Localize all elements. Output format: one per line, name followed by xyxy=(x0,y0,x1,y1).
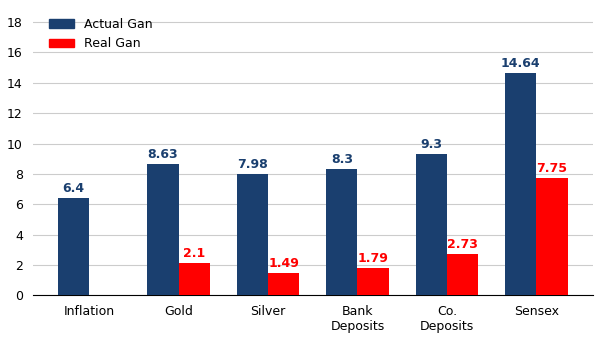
Bar xyxy=(148,164,179,295)
Bar xyxy=(268,273,299,295)
Bar xyxy=(358,268,389,295)
Text: 1.49: 1.49 xyxy=(268,257,299,270)
Text: 14.64: 14.64 xyxy=(501,57,541,70)
Text: 7.98: 7.98 xyxy=(237,158,268,171)
Text: 8.3: 8.3 xyxy=(331,153,353,166)
Bar xyxy=(447,254,478,295)
Bar xyxy=(237,174,268,295)
Text: 8.63: 8.63 xyxy=(148,148,178,161)
Bar xyxy=(326,169,358,295)
Legend: Actual Gan, Real Gan: Actual Gan, Real Gan xyxy=(44,13,158,55)
Text: 9.3: 9.3 xyxy=(420,138,442,151)
Bar xyxy=(416,154,447,295)
Bar xyxy=(58,198,89,295)
Bar xyxy=(536,178,568,295)
Text: 2.1: 2.1 xyxy=(183,248,205,260)
Text: 2.73: 2.73 xyxy=(447,238,478,251)
Bar xyxy=(505,73,536,295)
Text: 1.79: 1.79 xyxy=(358,252,389,265)
Text: 7.75: 7.75 xyxy=(536,162,568,175)
Text: 6.4: 6.4 xyxy=(62,182,85,195)
Bar xyxy=(179,264,210,295)
